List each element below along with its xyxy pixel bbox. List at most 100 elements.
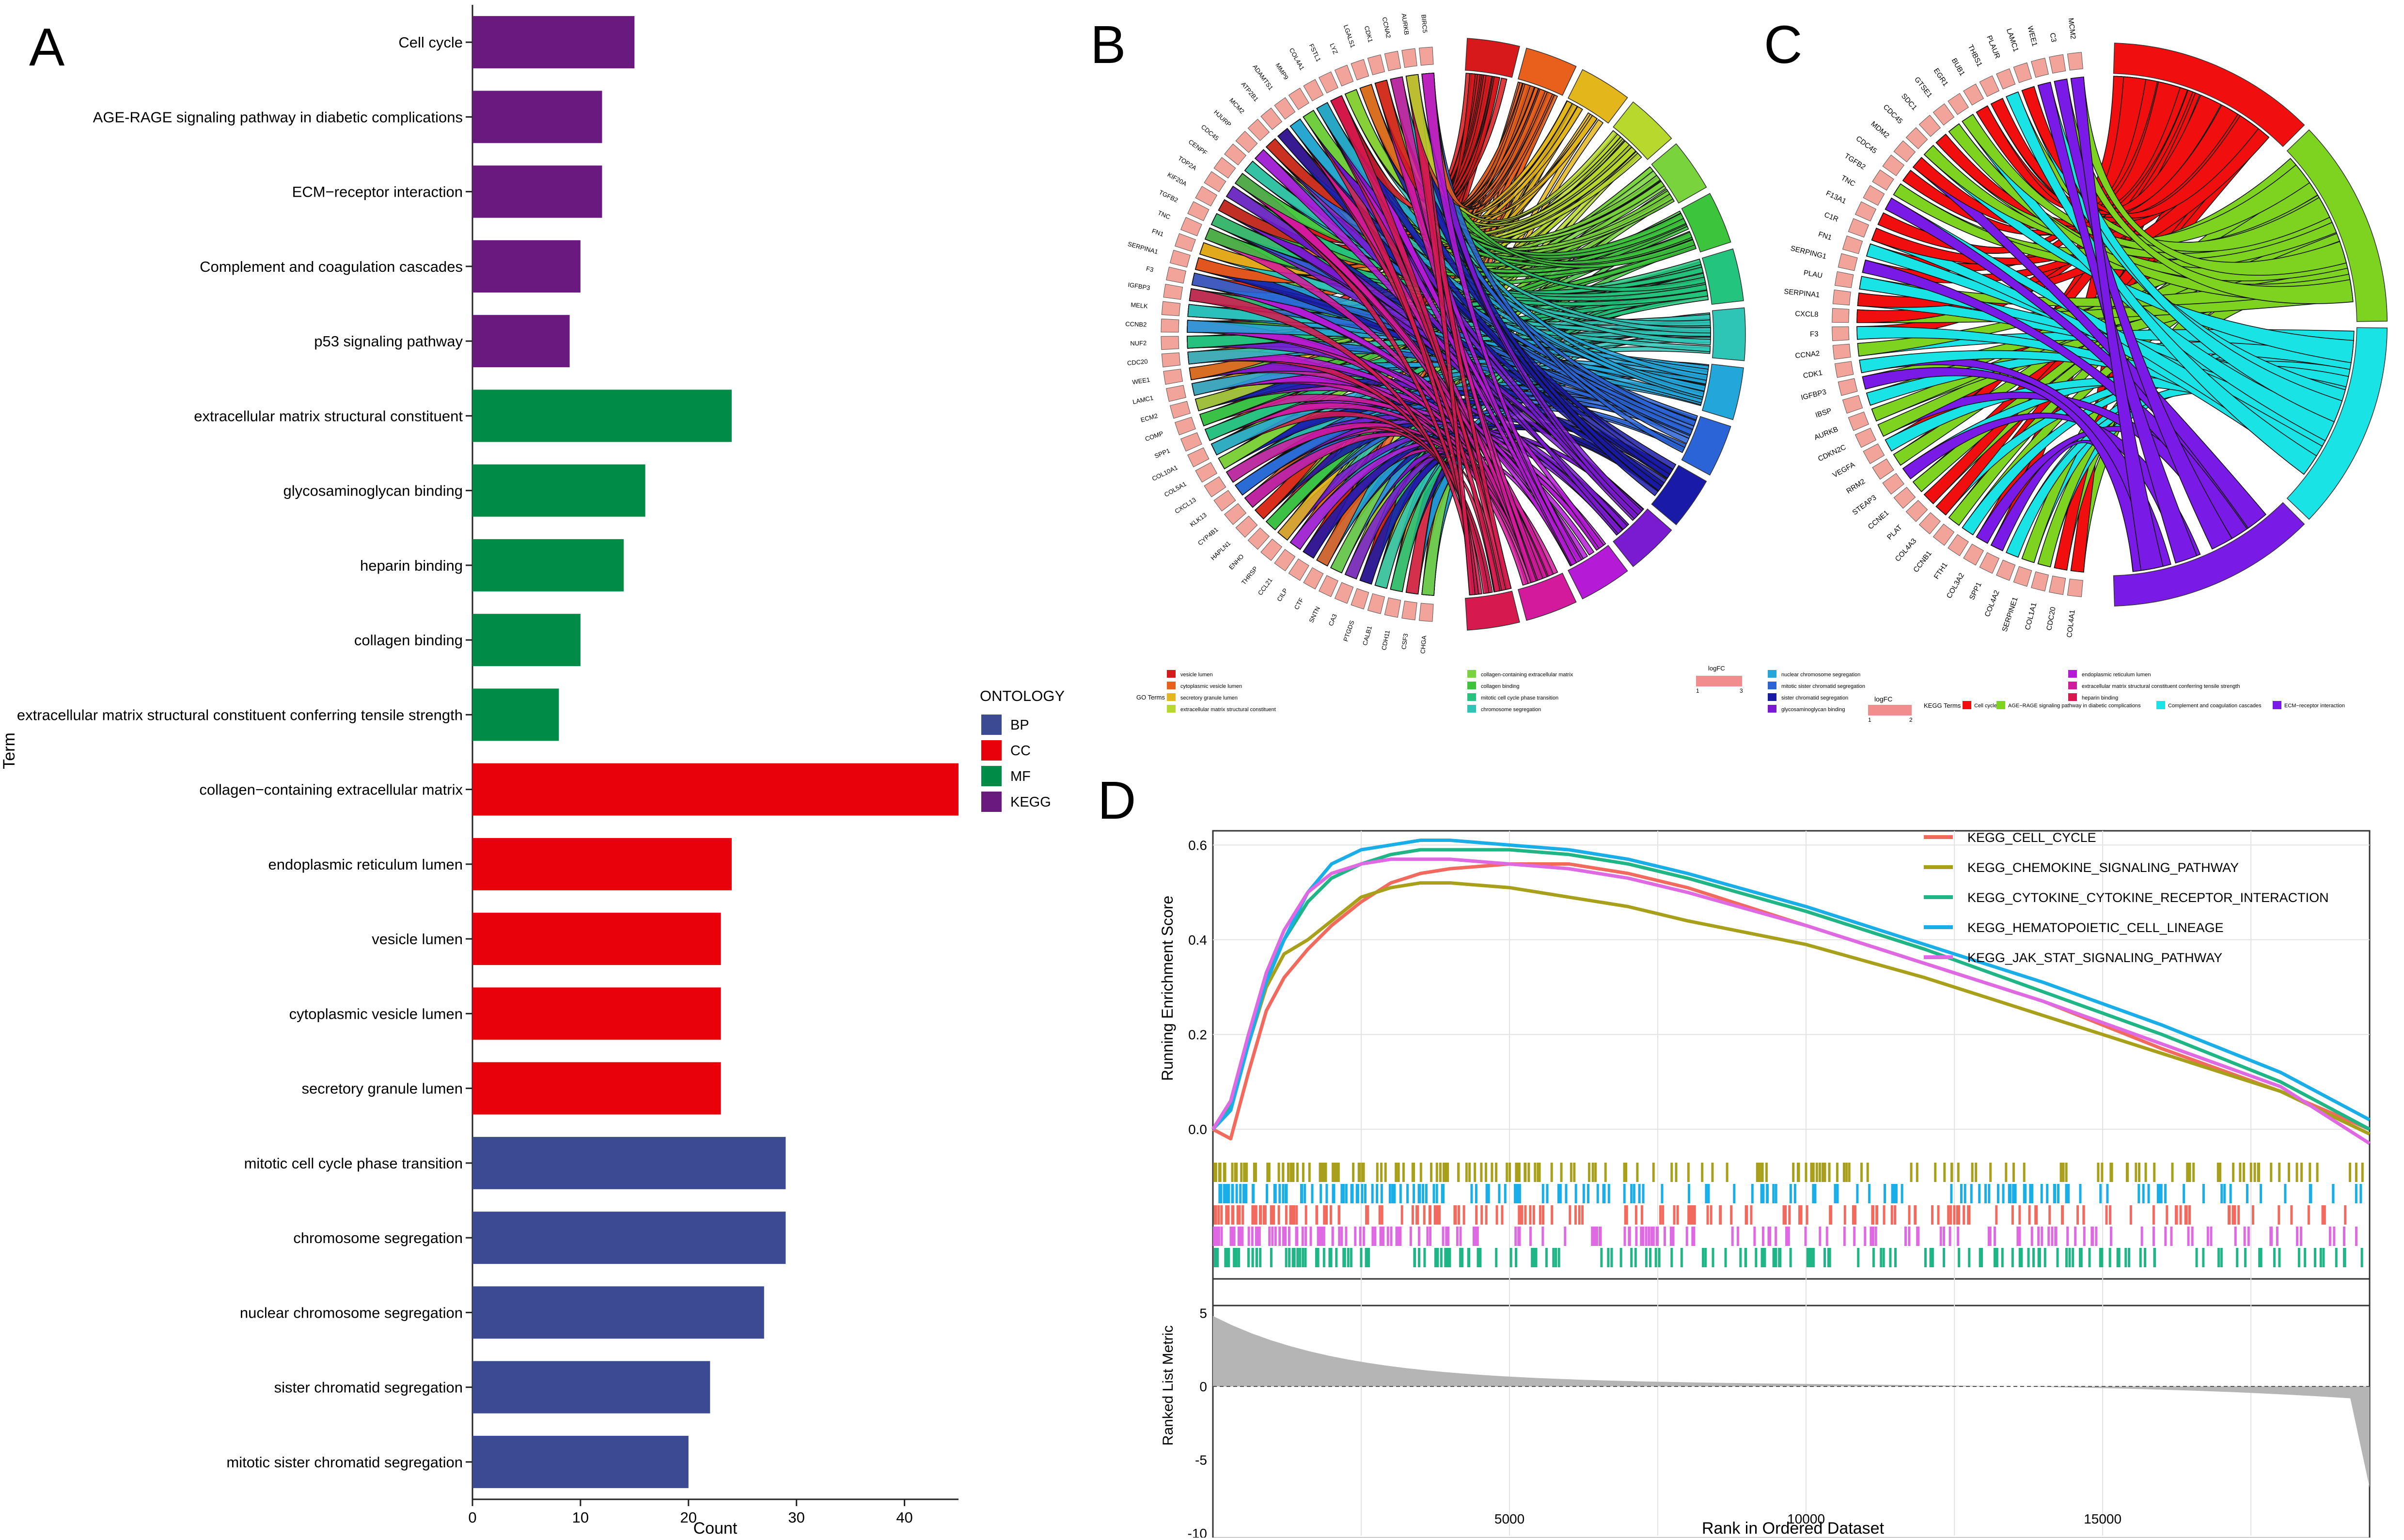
barcode-tick bbox=[1508, 1163, 1511, 1182]
barcode-tick bbox=[1860, 1163, 1863, 1182]
barcode-tick bbox=[1322, 1248, 1325, 1267]
bar-nuclear-chromosome-segregation bbox=[472, 1286, 764, 1339]
barcode-tick bbox=[1638, 1184, 1641, 1203]
barcode-tick bbox=[1843, 1205, 1846, 1225]
gene-label: ENHO bbox=[1227, 553, 1245, 571]
barcode-tick bbox=[1391, 1184, 1394, 1203]
kegg-terms-legend-label: KEGG Terms bbox=[1924, 702, 1961, 709]
barcode-tick bbox=[1784, 1205, 1787, 1225]
x-tick-label: 15000 bbox=[2084, 1511, 2121, 1526]
barcode-tick bbox=[2088, 1248, 2091, 1267]
barcode-tick bbox=[1782, 1205, 1785, 1225]
barcode-tick bbox=[2129, 1205, 2132, 1225]
go-legend-label: collagen binding bbox=[1481, 684, 1520, 689]
barcode-tick bbox=[2202, 1248, 2205, 1267]
barcode-tick bbox=[1501, 1205, 1504, 1225]
barcode-tick bbox=[1382, 1227, 1385, 1246]
barcode-tick bbox=[1491, 1163, 1493, 1182]
barcode-tick bbox=[1574, 1184, 1577, 1203]
gene-label: SERPINE1 bbox=[2000, 596, 2019, 633]
barcode-tick bbox=[1949, 1205, 1952, 1225]
go-legend-swatch bbox=[2068, 693, 2077, 701]
barcode-tick bbox=[1546, 1184, 1549, 1203]
barcode-tick bbox=[2313, 1248, 2316, 1267]
term-arc-glycosaminoglycan-binding bbox=[1613, 508, 1672, 567]
barcode-tick bbox=[2101, 1163, 2104, 1182]
kegg-legend-label: ECM−receptor interaction bbox=[2284, 703, 2345, 709]
barcode-tick bbox=[1331, 1227, 1334, 1246]
gene-box bbox=[1288, 88, 1309, 110]
gene-box bbox=[1260, 108, 1283, 130]
barcode-tick bbox=[1793, 1184, 1796, 1203]
barcode-tick bbox=[1866, 1163, 1869, 1182]
barcode-tick bbox=[1739, 1248, 1742, 1267]
barcode-tick bbox=[2046, 1184, 2049, 1203]
gene-box bbox=[1834, 271, 1854, 288]
barcode-tick bbox=[1993, 1248, 1996, 1267]
gene-label: COL3A2 bbox=[1945, 572, 1966, 600]
gene-label: BIRC5 bbox=[1420, 14, 1429, 33]
gene-box bbox=[1863, 443, 1885, 464]
barcode-tick bbox=[1591, 1163, 1594, 1182]
barcode-tick bbox=[1789, 1184, 1792, 1203]
barcode-tick bbox=[2152, 1205, 2155, 1225]
panel-label-d: D bbox=[1098, 771, 1136, 830]
barcode-tick bbox=[1856, 1184, 1859, 1203]
barcode-tick bbox=[1320, 1163, 1323, 1182]
barcode-tick bbox=[1311, 1184, 1314, 1203]
barcode-tick bbox=[2300, 1163, 2303, 1182]
barcode-tick bbox=[2153, 1163, 2156, 1182]
barcode-tick bbox=[1989, 1163, 1992, 1182]
barcode-tick bbox=[1890, 1205, 1893, 1225]
barcode-tick bbox=[1884, 1184, 1886, 1203]
barcode-tick bbox=[1956, 1205, 1959, 1225]
barcode-tick bbox=[1258, 1227, 1261, 1246]
barcode-tick bbox=[1870, 1227, 1872, 1246]
barcode-tick bbox=[1706, 1205, 1709, 1225]
barcode-tick bbox=[1302, 1163, 1304, 1182]
barcode-tick bbox=[1336, 1163, 1339, 1182]
barcode-tick bbox=[1670, 1248, 1673, 1267]
term-arc-collagen-containing-extracellular-matrix bbox=[1651, 143, 1707, 204]
barcode-tick bbox=[1350, 1248, 1352, 1267]
barcode-tick bbox=[2048, 1205, 2051, 1225]
barcode-tick bbox=[1988, 1184, 1991, 1203]
kegg-legend-label: Cell cycle bbox=[1974, 703, 1997, 709]
barcode-tick bbox=[1744, 1248, 1747, 1267]
chord-ribbon bbox=[1255, 149, 1604, 549]
gene-label: CDC45 bbox=[1854, 134, 1879, 155]
barcode-tick bbox=[2153, 1248, 2156, 1267]
gene-label: COL4A1 bbox=[1288, 47, 1306, 71]
gsea-legend: KEGG_CELL_CYCLE KEGG_CHEMOKINE_SIGNALING_… bbox=[1924, 830, 2329, 965]
bar-collagen-binding bbox=[472, 614, 581, 667]
barcode-tick bbox=[1514, 1184, 1517, 1203]
legend-label-mf: MF bbox=[1010, 769, 1031, 784]
barcode-tick bbox=[1633, 1184, 1635, 1203]
barcode-tick bbox=[1252, 1184, 1255, 1203]
go-legend-label: sister chromatid segregation bbox=[1781, 695, 1848, 701]
barcode-tick bbox=[2139, 1248, 2142, 1267]
bar-chart-go-kegg: Cell cycle AGE-RAGE signaling pathway in … bbox=[0, 5, 1065, 1538]
barcode-tick bbox=[1415, 1205, 1418, 1225]
barcode-tick bbox=[1587, 1184, 1589, 1203]
barcode-tick bbox=[1384, 1163, 1387, 1182]
barcode-tick bbox=[1268, 1227, 1271, 1246]
gene-box bbox=[1832, 326, 1850, 342]
barcode-tick bbox=[1705, 1184, 1708, 1203]
gene-box bbox=[1161, 336, 1179, 350]
barcode-tick bbox=[1216, 1248, 1219, 1267]
barcode-tick bbox=[1957, 1205, 1960, 1225]
barcode-tick bbox=[1474, 1163, 1477, 1182]
barcode-tick bbox=[1823, 1163, 1826, 1182]
barcode-tick bbox=[1342, 1184, 1345, 1203]
barcode-tick bbox=[1676, 1205, 1679, 1225]
barcode-tick bbox=[1429, 1227, 1432, 1246]
gene-box bbox=[1384, 50, 1401, 71]
y-tick-label: chromosome segregation bbox=[293, 1229, 463, 1246]
barcode-tick bbox=[1362, 1163, 1365, 1182]
barcode-tick bbox=[2099, 1248, 2102, 1267]
barcode-tick bbox=[1823, 1248, 1826, 1267]
barcode-tick bbox=[1292, 1205, 1295, 1225]
gene-label: F13A1 bbox=[1824, 189, 1847, 205]
y-tick-label: cytoplasmic vesicle lumen bbox=[289, 1005, 463, 1022]
